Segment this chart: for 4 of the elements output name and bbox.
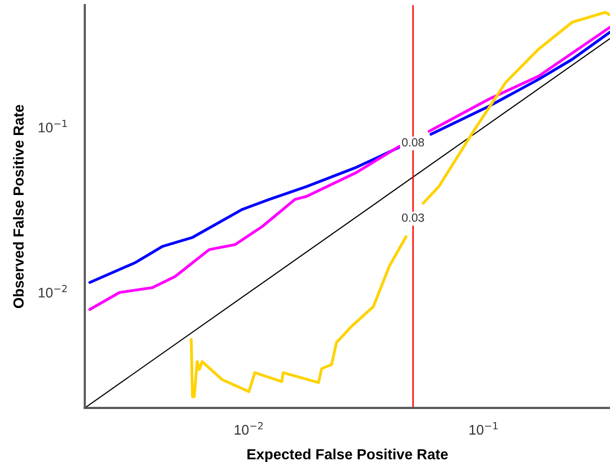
annotation: 0.03 [402, 213, 424, 222]
annotation: 0.08 [402, 138, 424, 147]
x-axis-title: Expected False Positive Rate [247, 448, 448, 462]
y-axis-title: Observed False Positive Rate [13, 104, 24, 308]
